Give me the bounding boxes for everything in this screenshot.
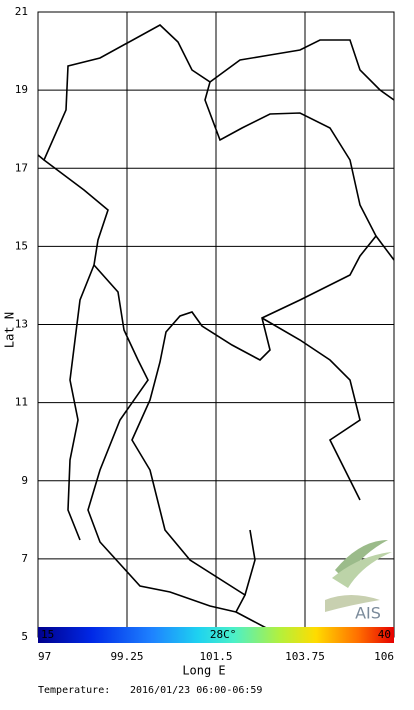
coastline [209,39,395,101]
x-tick-label: 106 [374,650,394,663]
y-tick-label: 15 [15,239,28,252]
y-tick-label: 9 [21,474,28,487]
y-axis-label: Lat N [3,312,17,348]
x-axis-label: Long E [182,664,225,678]
y-tick-label: 17 [15,161,28,174]
y-tick-label: 7 [21,552,28,565]
logo-text: AIS [355,604,381,623]
y-tick-label: 13 [15,318,28,331]
colorbar-tick-label: 40 [378,628,391,641]
footer-variable: Temperature: [38,685,110,696]
coastline [37,154,395,261]
y-tick-label: 21 [15,5,28,18]
x-tick-label: 99.25 [110,650,143,663]
x-tick-label: 103.75 [285,650,325,663]
logo: AIS [325,540,392,623]
colorbar-tick-label: 28C° [210,628,237,641]
x-tick-label: 97 [38,650,51,663]
y-tick-label: 11 [15,396,28,409]
colorbar-tick-label: 15 [41,628,54,641]
coastline [67,264,95,541]
country-field [43,24,377,613]
footer-time: 2016/01/23 06:00-06:59 [130,685,262,696]
x-tick-label: 101.5 [199,650,232,663]
y-tick-label: 5 [21,630,28,643]
colorbar [38,627,394,643]
colorbar-labels: 15 28C° 40 [41,628,391,641]
y-tick-label: 19 [15,83,28,96]
